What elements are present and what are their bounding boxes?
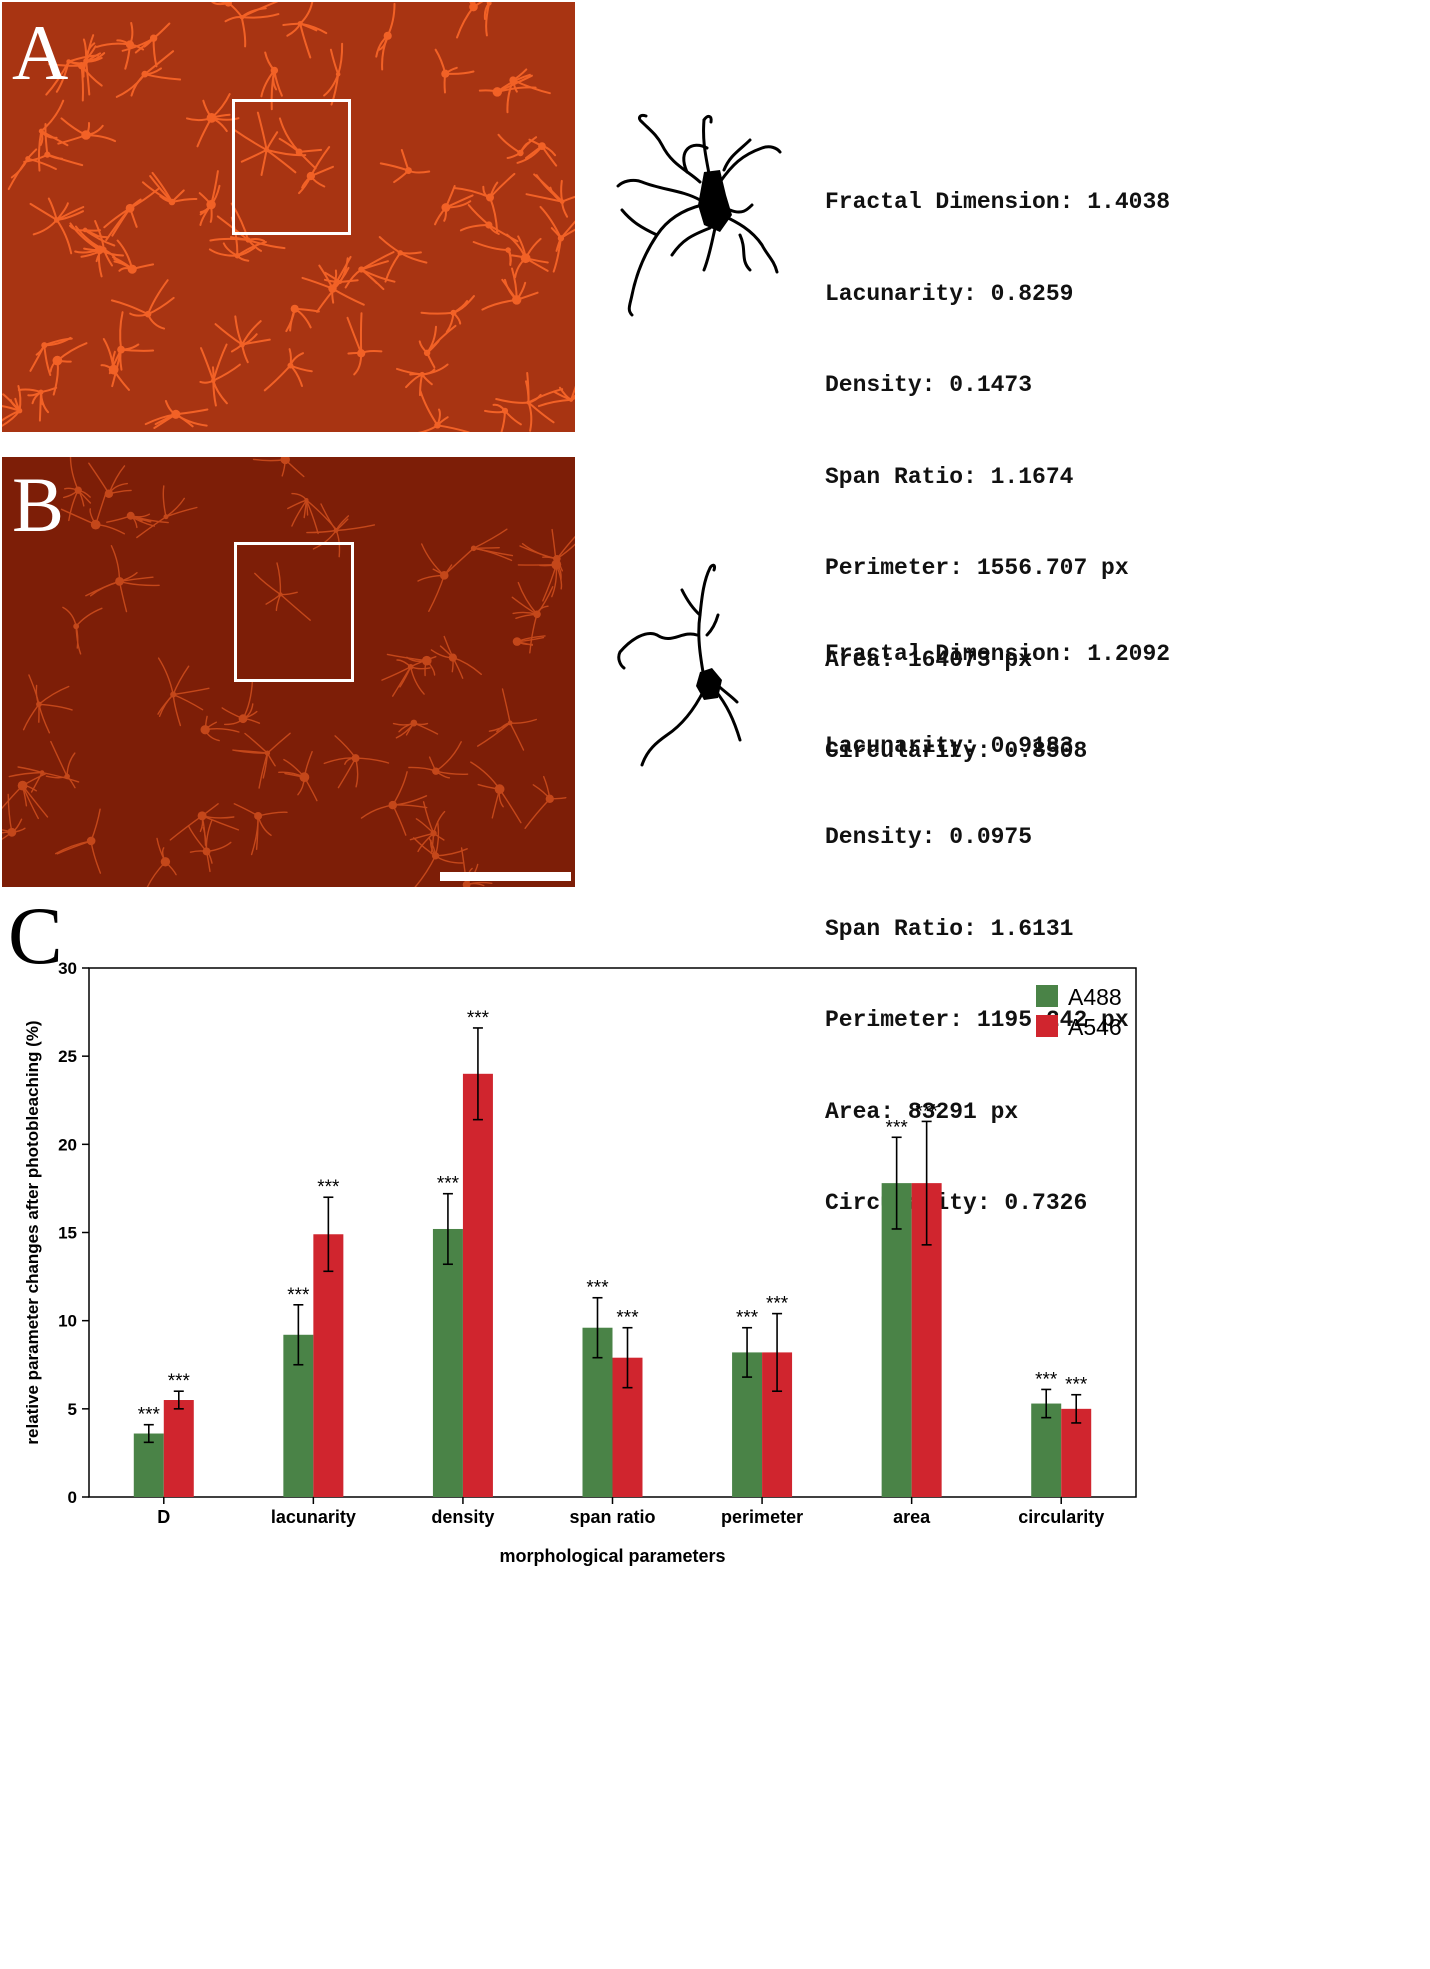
significance-label: *** xyxy=(437,1174,460,1195)
bar-a546 xyxy=(163,1400,194,1497)
bar-a488 xyxy=(432,1228,463,1497)
error-bar xyxy=(173,1390,184,1410)
metric-span-ratio: Span Ratio: 1.6131 xyxy=(825,915,1074,942)
y-tick-label: 10 xyxy=(58,1312,77,1331)
bar-a488 xyxy=(732,1352,763,1497)
metric-area: Area: 83291 px xyxy=(825,1098,1019,1125)
x-tick-label: D xyxy=(157,1507,170,1527)
error-bar xyxy=(772,1312,783,1392)
panel-letter-a: A xyxy=(12,9,69,96)
significance-label: *** xyxy=(1035,1369,1058,1390)
bar-a546 xyxy=(462,1073,493,1497)
metric-circularity: Circularity: 0.8508 xyxy=(825,738,1088,764)
metrics-b: Fractal Dimension: 1.2092 Lacunarity: 0.… xyxy=(825,578,1170,1249)
x-tick-label: density xyxy=(431,1507,494,1527)
bar-a546 xyxy=(612,1357,643,1497)
bar-a546 xyxy=(762,1352,793,1497)
significance-label: *** xyxy=(586,1278,609,1299)
x-tick-label: area xyxy=(893,1507,931,1527)
metric-perimeter: Perimeter: 1556.707 px xyxy=(825,555,1129,581)
metric-perimeter: Perimeter: 1195.242 px xyxy=(825,1007,1129,1033)
significance-label: *** xyxy=(766,1294,789,1315)
error-bar xyxy=(472,1027,483,1121)
error-bar xyxy=(323,1196,334,1273)
microglia-skeleton-a xyxy=(616,114,782,317)
inset-box-a xyxy=(232,99,351,235)
significance-label: *** xyxy=(168,1371,191,1392)
inset-box-b xyxy=(234,542,354,682)
significance-label: *** xyxy=(317,1177,340,1198)
scale-bar xyxy=(440,872,571,881)
error-bar xyxy=(742,1326,753,1378)
x-tick-label: circularity xyxy=(1018,1507,1104,1527)
bar-a546 xyxy=(313,1234,344,1497)
metric-lacunarity: Lacunarity: 0.9183 xyxy=(825,732,1074,759)
x-tick-label: perimeter xyxy=(721,1507,803,1527)
significance-label: *** xyxy=(287,1285,310,1306)
metric-lacunarity: Lacunarity: 0.8259 xyxy=(825,280,1074,307)
bar-a546 xyxy=(1061,1408,1092,1497)
error-bar xyxy=(442,1192,453,1266)
bar-a488 xyxy=(283,1334,314,1497)
micrograph-b xyxy=(2,457,575,887)
bar-a488 xyxy=(133,1433,164,1497)
metric-density: Density: 0.1473 xyxy=(825,372,1033,398)
metrics-a: Fractal Dimension: 1.4038 Lacunarity: 0.… xyxy=(825,126,1170,797)
bar-a488 xyxy=(1031,1403,1062,1497)
metric-fractal-dimension: Fractal Dimension: 1.2092 xyxy=(825,641,1171,667)
y-tick-label: 15 xyxy=(58,1224,77,1243)
error-bar xyxy=(143,1423,154,1444)
micrograph-a xyxy=(2,2,575,432)
error-bar xyxy=(293,1303,304,1366)
metric-circularity: Circularity: 0.7326 xyxy=(825,1190,1088,1216)
metric-density: Density: 0.0975 xyxy=(825,824,1033,850)
y-tick-label: 20 xyxy=(58,1135,77,1154)
x-axis-label: morphological parameters xyxy=(499,1546,725,1566)
x-tick-label: span ratio xyxy=(569,1507,655,1527)
significance-label: *** xyxy=(467,1008,490,1029)
significance-label: *** xyxy=(1065,1375,1088,1396)
error-bar xyxy=(592,1296,603,1359)
y-axis-label: relative parameter changes after photobl… xyxy=(23,1020,42,1444)
panel-letter-b: B xyxy=(12,461,65,548)
y-tick-label: 0 xyxy=(68,1488,77,1507)
microglia-skeleton-b xyxy=(617,563,742,767)
panel-letter-c: C xyxy=(8,890,63,981)
error-bar xyxy=(1041,1388,1052,1419)
metric-span-ratio: Span Ratio: 1.1674 xyxy=(825,463,1074,490)
error-bar xyxy=(622,1326,633,1389)
bar-a488 xyxy=(582,1327,613,1497)
y-tick-label: 5 xyxy=(68,1400,77,1419)
x-tick-label: lacunarity xyxy=(271,1507,356,1527)
significance-label: *** xyxy=(616,1308,639,1329)
significance-label: *** xyxy=(138,1405,161,1426)
significance-label: *** xyxy=(736,1308,759,1329)
error-bar xyxy=(1071,1393,1082,1424)
metric-area: Area: 164073 px xyxy=(825,646,1033,673)
y-tick-label: 25 xyxy=(58,1047,77,1066)
metric-fractal-dimension: Fractal Dimension: 1.4038 xyxy=(825,189,1171,215)
